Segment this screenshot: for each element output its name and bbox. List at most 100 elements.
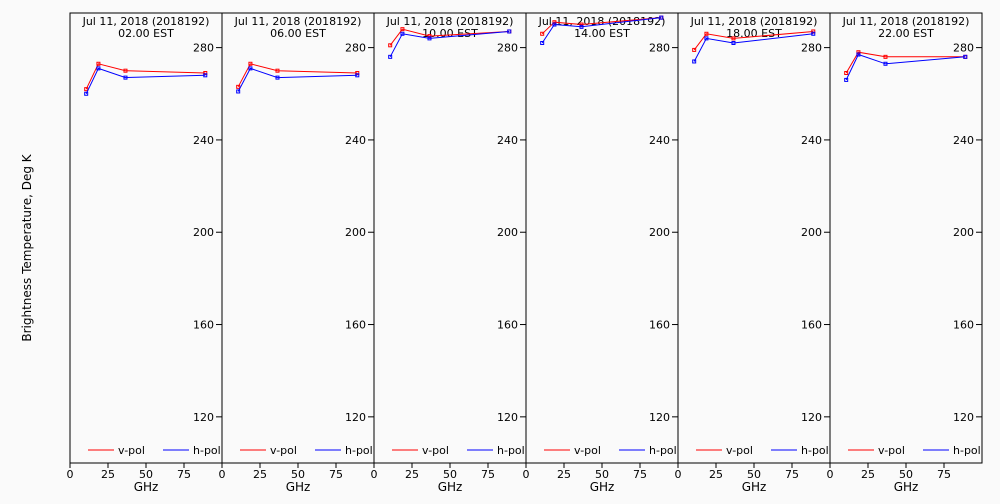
y-tick-label: 240	[953, 134, 974, 147]
x-axis-label: GHz	[134, 480, 159, 494]
x-tick-label: 25	[253, 468, 267, 481]
series-line-v-pol	[85, 63, 206, 90]
data-point-h-pol	[659, 15, 664, 20]
series-line-h-pol	[85, 67, 206, 95]
panel-title: Jul 11, 2018 (2018192)	[538, 15, 666, 28]
panel-subtitle: 22.00 EST	[878, 27, 934, 40]
x-tick-label: 75	[177, 468, 191, 481]
data-point-v-pol	[400, 27, 405, 32]
panel-title: Jul 11, 2018 (2018192)	[690, 15, 818, 28]
series-line-h-pol	[237, 67, 358, 92]
y-tick-label: 200	[649, 226, 670, 239]
x-tick-label: 75	[785, 468, 799, 481]
data-point-h-pol	[811, 31, 816, 36]
y-tick-label: 160	[953, 319, 974, 332]
data-point-v-pol	[236, 84, 241, 89]
series-line-h-pol	[693, 33, 814, 62]
y-tick-label: 280	[497, 42, 518, 55]
y-tick-label: 160	[345, 319, 366, 332]
series-line-v-pol	[693, 31, 814, 51]
data-point-h-pol	[540, 41, 545, 45]
y-tick-label: 240	[801, 134, 822, 147]
y-tick-label: 280	[953, 42, 974, 55]
data-point-v-pol	[552, 20, 557, 25]
data-point-h-pol	[123, 75, 128, 80]
data-point-v-pol	[96, 61, 101, 66]
x-tick-label: 25	[861, 468, 875, 481]
legend-label-v-pol: v-pol	[878, 444, 905, 457]
y-tick-label: 120	[953, 411, 974, 424]
data-point-h-pol	[236, 89, 241, 94]
chart-panel-2: Jul 11, 2018 (2018192)06.00 EST 120 160 200…	[219, 12, 375, 494]
y-tick-label: 200	[497, 226, 518, 239]
x-tick-label: 75	[329, 468, 343, 481]
data-point-v-pol	[731, 36, 736, 41]
y-axis-label: Brightness Temperature, Deg K	[20, 153, 34, 341]
y-tick-label: 240	[649, 134, 670, 147]
legend-label-h-pol: h-pol	[953, 444, 981, 457]
data-point-h-pol	[507, 29, 512, 34]
series-line-v-pol	[237, 63, 358, 88]
series-line-h-pol	[845, 53, 966, 81]
data-point-h-pol	[704, 36, 709, 41]
data-point-h-pol	[731, 41, 736, 45]
x-tick-label: 0	[67, 468, 74, 481]
legend-label-h-pol: h-pol	[649, 444, 677, 457]
x-tick-label: 0	[371, 468, 378, 481]
data-point-h-pol	[427, 36, 432, 41]
x-tick-label: 75	[633, 468, 647, 481]
chart-panel-3: Jul 11, 2018 (2018192)10.00 EST 120 160 200…	[371, 12, 527, 494]
y-tick-label: 120	[193, 411, 214, 424]
x-tick-label: 0	[675, 468, 682, 481]
chart-panel-6: Jul 11, 2018 (2018192)22.00 EST 120 160 200…	[827, 12, 983, 494]
data-point-v-pol	[540, 31, 545, 36]
legend-label-h-pol: h-pol	[345, 444, 373, 457]
data-point-v-pol	[123, 68, 128, 73]
legend-label-h-pol: h-pol	[801, 444, 829, 457]
data-point-h-pol	[883, 61, 888, 66]
y-tick-label: 280	[345, 42, 366, 55]
y-tick-label: 240	[193, 134, 214, 147]
chart-panel-1: Jul 11, 2018 (2018192)02.00 EST 120 160 200…	[67, 12, 223, 494]
y-tick-label: 120	[345, 411, 366, 424]
data-point-v-pol	[579, 22, 584, 27]
y-tick-label: 160	[801, 319, 822, 332]
y-tick-label: 160	[193, 319, 214, 332]
y-tick-label: 120	[649, 411, 670, 424]
data-point-h-pol	[203, 73, 208, 78]
data-point-v-pol	[355, 71, 360, 75]
legend-label-v-pol: v-pol	[118, 444, 145, 457]
data-point-v-pol	[883, 54, 888, 59]
y-tick-label: 280	[193, 42, 214, 55]
x-tick-label: 50	[899, 468, 913, 481]
x-axis-label: GHz	[438, 480, 463, 494]
x-tick-label: 50	[139, 468, 153, 481]
data-point-h-pol	[552, 22, 557, 27]
y-tick-label: 200	[953, 226, 974, 239]
x-tick-label: 25	[405, 468, 419, 481]
data-point-v-pol	[388, 43, 393, 48]
x-tick-label: 25	[709, 468, 723, 481]
legend-label-v-pol: v-pol	[574, 444, 601, 457]
data-point-h-pol	[856, 52, 861, 57]
data-point-h-pol	[400, 31, 405, 36]
y-tick-label: 120	[497, 411, 518, 424]
legend-label-h-pol: h-pol	[497, 444, 525, 457]
panel-title: Jul 11, 2018 (2018192)	[386, 15, 514, 28]
data-point-h-pol	[275, 75, 280, 80]
panel-subtitle: 02.00 EST	[118, 27, 174, 40]
y-tick-label: 200	[345, 226, 366, 239]
data-point-h-pol	[248, 66, 253, 71]
panel-title: Jul 11, 2018 (2018192)	[82, 15, 210, 28]
x-tick-label: 50	[595, 468, 609, 481]
data-point-v-pol	[856, 50, 861, 55]
x-axis-label: GHz	[286, 480, 311, 494]
x-tick-label: 50	[747, 468, 761, 481]
x-tick-label: 25	[557, 468, 571, 481]
data-point-v-pol	[275, 68, 280, 73]
y-tick-label: 160	[497, 319, 518, 332]
y-tick-label: 120	[801, 411, 822, 424]
x-tick-label: 75	[937, 468, 951, 481]
panel-subtitle: 06.00 EST	[270, 27, 326, 40]
